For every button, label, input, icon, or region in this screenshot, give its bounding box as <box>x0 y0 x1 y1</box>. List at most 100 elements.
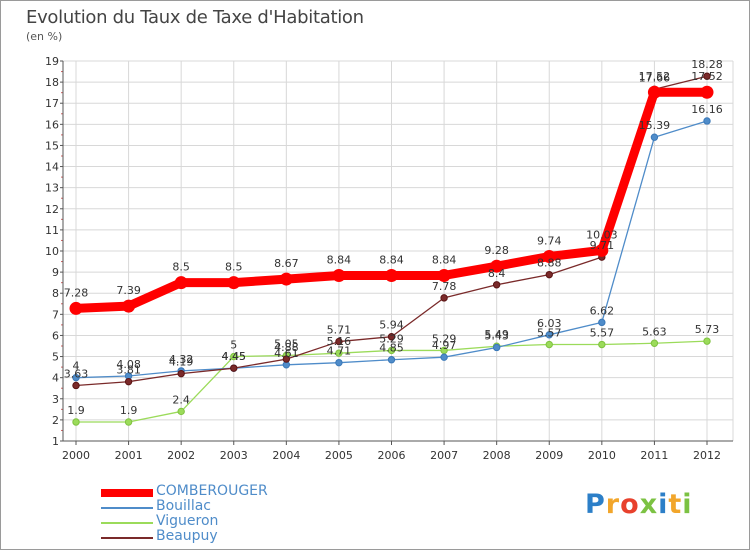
data-label: 5 <box>230 339 237 352</box>
data-label: 16.16 <box>691 103 723 116</box>
y-tick-label: 10 <box>45 245 59 258</box>
point-vigueron <box>598 340 606 349</box>
logo-letter: i <box>682 489 693 520</box>
x-tick-label: 2003 <box>220 449 248 462</box>
y-tick-label: 1 <box>52 435 59 448</box>
legend-label: Beaupuy <box>156 528 218 544</box>
point-vigueron <box>650 339 659 347</box>
data-label: 17.66 <box>639 71 671 84</box>
point-comberouger <box>69 301 83 315</box>
x-tick-label: 2009 <box>535 449 563 462</box>
data-label: 5.16 <box>327 335 352 348</box>
legend-swatch <box>101 507 153 509</box>
point-vigueron <box>703 337 711 345</box>
data-label: 4.88 <box>274 341 299 354</box>
data-label: 3.63 <box>64 367 89 380</box>
data-label: 8.4 <box>488 267 506 280</box>
x-tick-label: 2012 <box>693 449 721 462</box>
legend-label: Bouillac <box>156 498 211 514</box>
data-label: 4.85 <box>379 342 404 355</box>
data-label: 5.29 <box>432 332 457 345</box>
y-tick-label: 19 <box>45 55 59 68</box>
y-tick-label: 8 <box>52 287 59 300</box>
point-comberouger <box>332 268 346 282</box>
logo-letter: t <box>668 489 683 520</box>
data-label: 5.71 <box>327 324 352 337</box>
chart-subtitle: (en %) <box>26 30 63 43</box>
point-vigueron <box>72 418 80 426</box>
data-label: 9.74 <box>537 234 562 247</box>
data-label: 7.39 <box>116 284 141 297</box>
data-label: 8.84 <box>432 253 457 266</box>
logo-letter: x <box>639 489 659 520</box>
data-label: 15.39 <box>639 119 671 132</box>
data-labels: 7.28 7.39 8.5 8.5 8.67 8.84 8.84 8.84 9.28 9.74 10… <box>64 58 723 417</box>
point-bouillac <box>387 356 396 364</box>
data-label: 4.45 <box>222 350 247 363</box>
point-beaupuy <box>545 270 553 279</box>
data-label: 8.88 <box>537 257 562 270</box>
proxiti-logo: Proxiti <box>585 489 693 520</box>
data-label: 17.52 <box>639 70 671 83</box>
point-bouillac <box>598 318 606 327</box>
data-label: 17.52 <box>691 70 723 83</box>
point-comberouger <box>437 268 451 282</box>
point-bouillac <box>492 343 501 352</box>
logo-letter: P <box>585 489 606 520</box>
data-label: 2.4 <box>172 393 190 406</box>
data-label: 5.63 <box>642 325 667 338</box>
point-bouillac <box>650 133 659 141</box>
x-tick-label: 2000 <box>62 449 90 462</box>
data-label: 7.78 <box>432 280 457 293</box>
y-tick-label: 9 <box>52 266 59 279</box>
y-tick-label: 4 <box>52 372 59 385</box>
y-tick-label: 2 <box>52 414 59 427</box>
series-layer <box>69 72 714 426</box>
y-tick-label: 18 <box>45 76 59 89</box>
point-vigueron <box>545 340 553 349</box>
legend-swatch <box>101 522 153 524</box>
data-label: 9.71 <box>590 239 615 252</box>
grid <box>63 60 734 442</box>
y-tick-label: 14 <box>45 161 59 174</box>
data-label: 4.71 <box>327 345 352 358</box>
data-label: 5.57 <box>537 327 562 340</box>
point-beaupuy <box>387 333 396 341</box>
y-tick-label: 5 <box>52 351 59 364</box>
chart-title: Evolution du Taux de Taxe d'Habitation <box>26 7 364 28</box>
data-label: 1.9 <box>120 404 138 417</box>
point-comberouger <box>122 299 136 313</box>
point-vigueron <box>177 407 185 416</box>
x-tick-label: 2004 <box>272 449 300 462</box>
data-label: 10.03 <box>586 228 618 241</box>
y-tick-label: 6 <box>52 329 59 342</box>
x-tick-label: 2007 <box>430 449 458 462</box>
data-label: 4.19 <box>169 356 194 369</box>
data-label: 5.73 <box>695 323 720 336</box>
point-comberouger <box>542 249 556 263</box>
data-label: 5.94 <box>379 319 404 332</box>
x-tick-label: 2008 <box>483 449 511 462</box>
data-label: 4.61 <box>274 347 299 360</box>
data-label: 5.49 <box>484 328 509 341</box>
data-label: 18.28 <box>691 58 723 71</box>
data-label: 6.62 <box>590 304 615 317</box>
legend-label: Vigueron <box>156 513 219 529</box>
x-tick-label: 2011 <box>640 449 668 462</box>
logo-letter: i <box>658 489 669 520</box>
point-beaupuy <box>72 381 80 390</box>
data-label: 3.81 <box>116 364 141 377</box>
data-label: 8.5 <box>225 261 243 274</box>
data-label: 5.57 <box>590 327 615 340</box>
x-tick-label: 2002 <box>167 449 195 462</box>
y-tick-label: 15 <box>45 139 59 152</box>
point-beaupuy <box>282 355 291 363</box>
data-label: 5.29 <box>379 332 404 345</box>
point-bouillac <box>703 117 711 125</box>
point-comberouger <box>174 276 188 290</box>
data-label: 8.67 <box>274 257 299 270</box>
data-label: 5.05 <box>274 338 299 351</box>
point-beaupuy <box>703 72 711 80</box>
